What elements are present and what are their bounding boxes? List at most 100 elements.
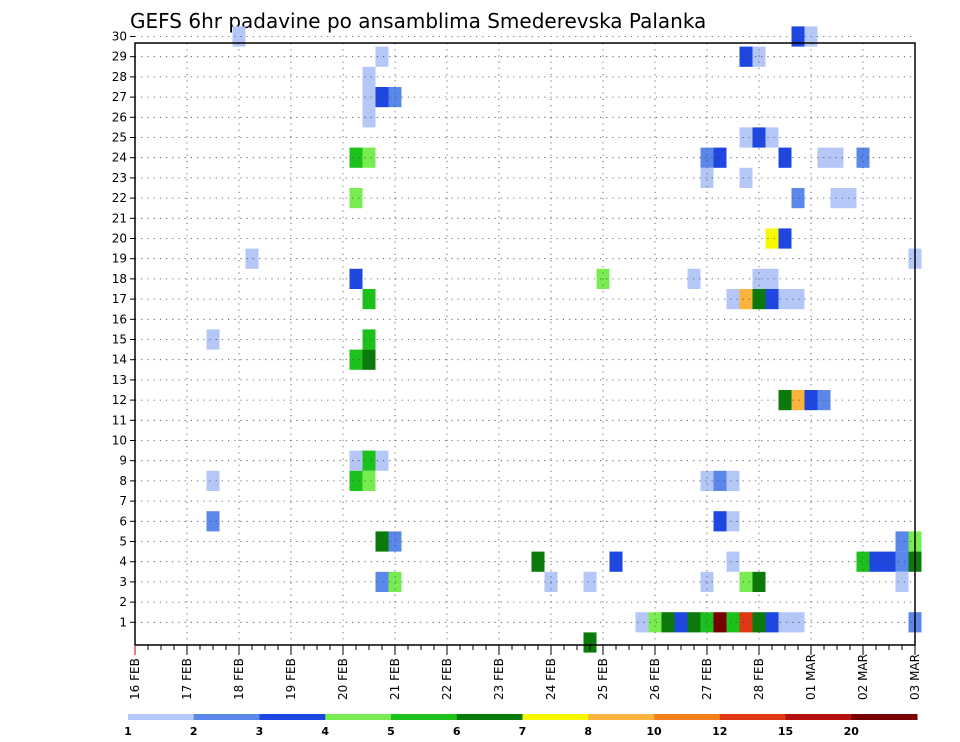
legend-swatch: [719, 714, 786, 720]
precip-cell: [362, 66, 376, 87]
precip-cell: [635, 612, 649, 633]
precip-cell: [349, 147, 363, 168]
legend-swatch: [456, 714, 523, 720]
y-tick-label: 19: [112, 252, 127, 266]
legend-swatch: [522, 714, 589, 720]
plot-frame: [134, 42, 916, 646]
y-tick-label: 3: [119, 575, 127, 589]
precip-cell: [700, 612, 714, 633]
precip-cell: [739, 289, 753, 310]
legend: 1 2 3 4 5 6 7 8 10 12 15 20: [124, 714, 918, 738]
legend-label: 6: [453, 725, 461, 738]
x-tick-label: 03 MAR: [908, 654, 922, 700]
y-tick-label: 10: [112, 434, 127, 448]
precip-cell: [700, 167, 714, 188]
precip-cell: [791, 390, 805, 411]
x-tick-label: 25 FEB: [596, 658, 610, 700]
precip-cell: [752, 46, 766, 67]
precip-cell: [895, 571, 909, 592]
precip-cell: [700, 147, 714, 168]
precip-cell: [765, 268, 779, 289]
precip-cell: [388, 87, 402, 108]
legend-swatch: [391, 714, 458, 720]
precip-cell: [245, 248, 259, 269]
y-tick-label: 20: [112, 232, 127, 246]
legend-swatch: [193, 714, 260, 720]
precip-cell: [362, 147, 376, 168]
precip-cell: [375, 450, 389, 471]
y-tick-label: 17: [112, 292, 127, 306]
precip-cell: [349, 268, 363, 289]
y-tick-label: 27: [112, 90, 127, 104]
x-tick-label: 20 FEB: [336, 658, 350, 700]
y-tick-label: 5: [119, 535, 127, 549]
precip-cell: [895, 551, 909, 572]
legend-label: 10: [646, 725, 662, 738]
precip-cell: [778, 147, 792, 168]
precip-cell: [206, 329, 220, 350]
precip-cell: [778, 612, 792, 633]
y-tick-label: 22: [112, 191, 127, 205]
precip-cell: [752, 289, 766, 310]
precip-cell: [349, 349, 363, 370]
legend-label: 1: [124, 725, 132, 738]
precip-cell: [856, 551, 870, 572]
precip-cell: [830, 188, 844, 209]
precip-cell: [388, 571, 402, 592]
precip-cell: [791, 188, 805, 209]
y-tick-label: 4: [119, 555, 127, 569]
precip-cell: [362, 450, 376, 471]
x-tick-label: 22 FEB: [440, 658, 454, 700]
y-tick-label: 24: [112, 151, 127, 165]
legend-label: 12: [712, 725, 727, 738]
precip-cell: [726, 612, 740, 633]
y-tick-label: 7: [119, 494, 127, 508]
precip-cell: [362, 289, 376, 310]
precip-cell: [726, 551, 740, 572]
precip-cell: [765, 127, 779, 148]
x-axis: 16 FEB 17 FEB 18 FEB 19 FEB 20 FEB 21 FEB 22 F…: [128, 645, 922, 700]
precip-cell: [661, 612, 675, 633]
precip-cell: [713, 511, 727, 532]
legend-swatch: [851, 714, 918, 720]
precip-cell: [206, 511, 220, 532]
y-tick-label: 29: [112, 50, 127, 64]
precip-cell: [375, 87, 389, 108]
precip-cell: [700, 571, 714, 592]
precip-cell: [349, 470, 363, 491]
y-tick-label: 15: [112, 333, 127, 347]
precip-cell: [726, 289, 740, 310]
precip-cell: [791, 289, 805, 310]
x-tick-label: 26 FEB: [648, 658, 662, 700]
precip-cell: [206, 470, 220, 491]
x-tick-label: 16 FEB: [128, 658, 142, 700]
precip-cell: [882, 551, 896, 572]
precip-cell: [362, 470, 376, 491]
precip-cell: [362, 329, 376, 350]
y-tick-label: 13: [112, 373, 127, 387]
precip-cell: [739, 46, 753, 67]
legend-swatch: [588, 714, 655, 720]
legend-label: 15: [778, 725, 793, 738]
legend-swatch: [128, 714, 195, 720]
precip-cell: [648, 612, 662, 633]
precip-cell: [583, 571, 597, 592]
y-tick-label: 1: [119, 615, 127, 629]
grid-layer: [135, 36, 915, 645]
precip-cell: [778, 289, 792, 310]
x-tick-label: 23 FEB: [492, 658, 506, 700]
precip-cell: [752, 571, 766, 592]
precip-cell: [232, 26, 246, 47]
y-tick-label: 6: [119, 514, 127, 528]
legend-swatch: [259, 714, 326, 720]
precip-cell: [388, 531, 402, 552]
precip-cell: [375, 531, 389, 552]
precip-cell: [752, 127, 766, 148]
precip-cell: [869, 551, 883, 572]
precip-cell: [791, 612, 805, 633]
precip-cell: [609, 551, 623, 572]
precip-cell: [583, 632, 597, 653]
precip-cell: [375, 571, 389, 592]
legend-swatch: [654, 714, 721, 720]
